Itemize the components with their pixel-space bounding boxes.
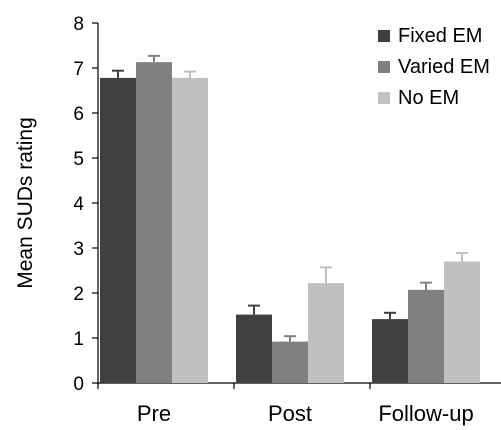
- bars-layer: Pre Post Follow-up: [100, 54, 480, 426]
- y-tick-label: 5: [73, 149, 84, 170]
- y-tick-label: 8: [73, 14, 84, 35]
- y-tick-label: 3: [73, 239, 84, 260]
- x-category-label: Post: [268, 401, 312, 426]
- bar-no-em-post: [308, 283, 344, 383]
- bar-varied-em-post: [272, 341, 308, 383]
- bar-varied-em-follow-up: [408, 289, 444, 383]
- y-axis-title: Mean SUDs rating: [14, 117, 37, 289]
- legend-label: Varied EM: [398, 56, 490, 78]
- legend-label: Fixed EM: [398, 25, 482, 47]
- legend-swatch: [378, 61, 390, 73]
- bar-fixed-em-follow-up: [372, 319, 408, 383]
- bar-fixed-em-post: [236, 314, 272, 383]
- legend-label: No EM: [398, 87, 459, 109]
- bar-fixed-em-pre: [100, 77, 136, 384]
- legend: Fixed EM Varied EM No EM: [378, 25, 490, 109]
- y-tick-label: 1: [73, 329, 84, 350]
- bar-varied-em-pre: [136, 62, 172, 384]
- x-category-label: Pre: [137, 401, 171, 426]
- y-tick-label: 7: [73, 59, 84, 80]
- legend-swatch: [378, 30, 390, 42]
- y-tick-label: 4: [73, 194, 84, 215]
- bar-no-em-follow-up: [444, 261, 480, 383]
- y-tick-label: 0: [73, 374, 84, 395]
- y-axis-title-group: Mean SUDs rating: [14, 117, 37, 289]
- bar-no-em-pre: [172, 77, 208, 384]
- y-tick-label: 2: [73, 284, 84, 305]
- legend-swatch: [378, 92, 390, 104]
- y-tick-label: 6: [73, 104, 84, 125]
- x-category-label: Follow-up: [378, 401, 473, 426]
